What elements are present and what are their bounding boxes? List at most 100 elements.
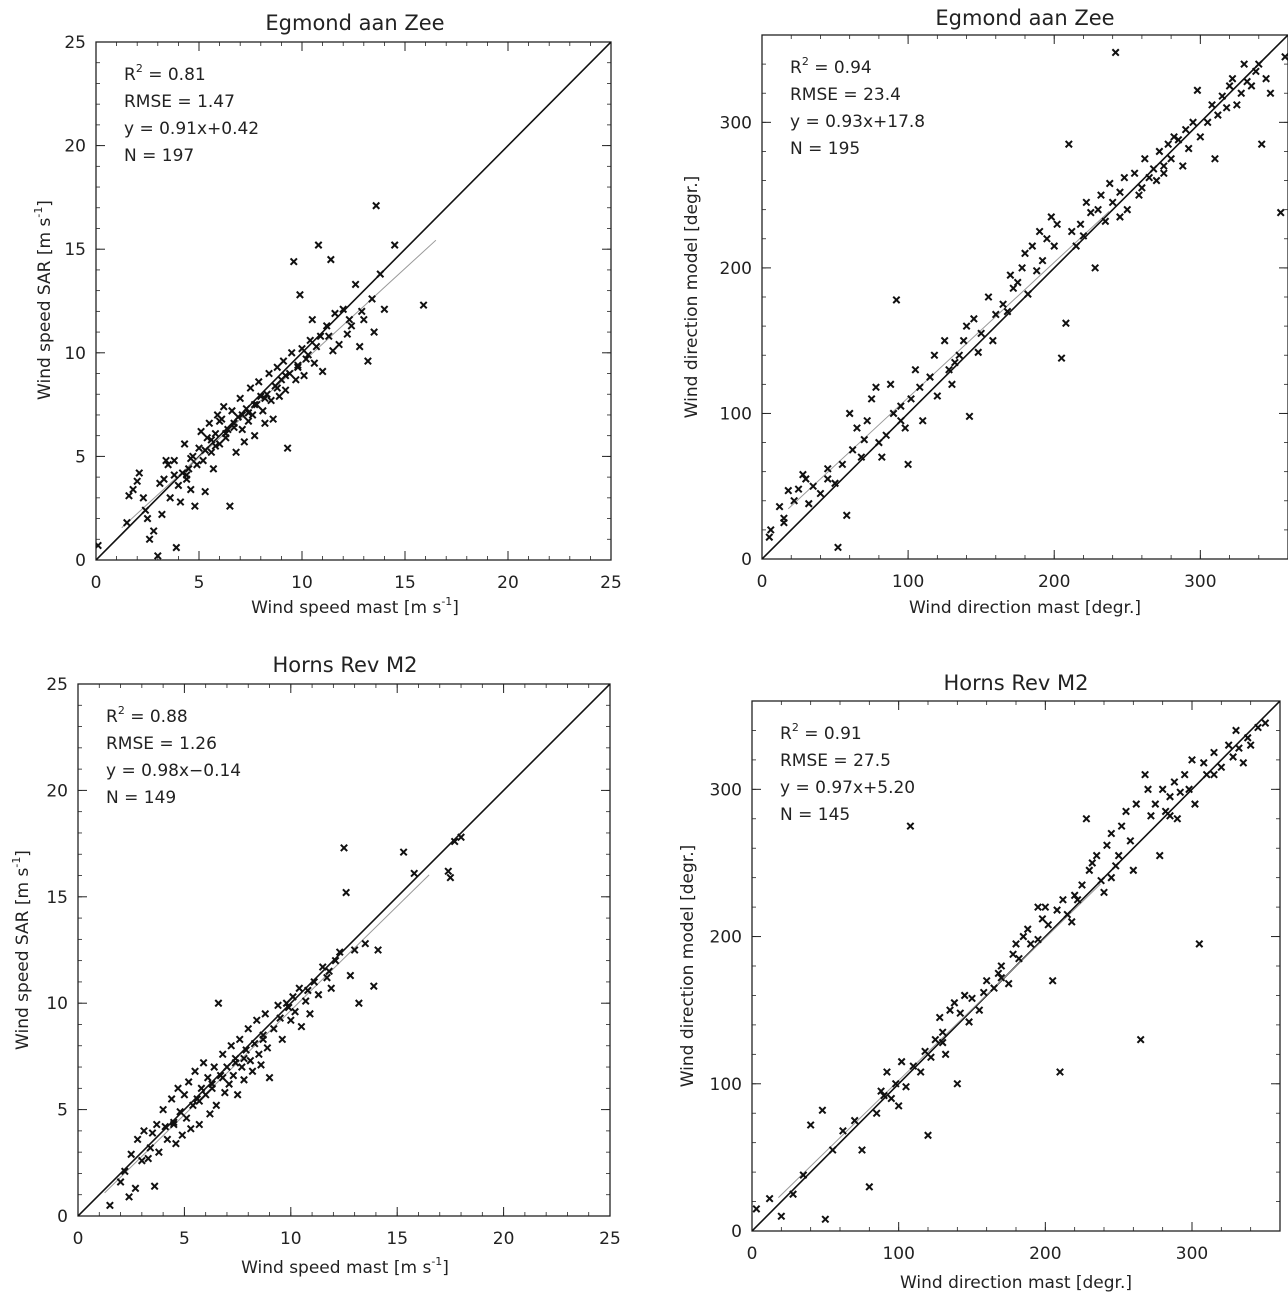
data-point: [263, 1043, 272, 1052]
data-point: [896, 416, 905, 425]
data-point-stroke-b: [312, 342, 321, 351]
x-axis-label-end: ]: [442, 1258, 449, 1278]
data-point-stroke-b: [285, 369, 294, 378]
data-point-stroke-b: [1166, 792, 1174, 801]
data-point: [170, 456, 179, 465]
data-point: [457, 833, 465, 842]
data-point-stroke-b: [982, 976, 991, 985]
data-point-stroke-b: [801, 475, 810, 483]
data-point-stroke-b: [246, 1056, 255, 1065]
data-point-stroke-b: [160, 475, 168, 484]
data-point-stroke-b: [161, 1122, 170, 1131]
data-point-stroke-b: [201, 446, 210, 455]
data-point-stroke-b: [887, 1094, 896, 1103]
data-point: [1203, 118, 1212, 127]
y-tick-label: 200: [720, 259, 752, 279]
data-point: [1059, 895, 1067, 904]
data-point: [184, 464, 193, 473]
data-point-stroke-b: [410, 869, 419, 878]
data-point-stroke-b: [1229, 753, 1237, 761]
data-point: [1224, 741, 1233, 750]
data-point-stroke-b: [902, 1082, 910, 1091]
x-tick-label: 300: [1176, 1244, 1208, 1264]
data-point: [1015, 954, 1023, 963]
data-point-stroke-b: [201, 487, 210, 496]
data-point: [304, 350, 313, 359]
data-point: [1072, 242, 1081, 250]
data-point: [816, 489, 825, 498]
data-point: [240, 1075, 248, 1084]
data-point: [946, 1006, 954, 1015]
data-point: [221, 429, 230, 438]
stat-r2-r: R: [780, 724, 792, 744]
data-point: [1079, 231, 1088, 240]
data-point-stroke-b: [240, 1054, 248, 1063]
data-point: [1100, 888, 1108, 897]
data-point-stroke-b: [1266, 89, 1275, 98]
data-point: [765, 533, 774, 542]
data-point: [1174, 135, 1183, 144]
data-point: [293, 363, 302, 372]
data-point-stroke-b: [328, 346, 337, 355]
data-point-stroke-b: [139, 493, 148, 502]
data-point: [1176, 788, 1185, 797]
data-point: [220, 1088, 229, 1097]
data-point-stroke-b: [1181, 125, 1190, 134]
data-point-stroke-b: [924, 1131, 932, 1140]
data-point: [227, 1041, 236, 1050]
data-point: [211, 442, 220, 450]
data-point: [901, 424, 910, 432]
data-point-stroke-b: [193, 460, 201, 469]
data-point: [331, 956, 340, 965]
data-point: [1018, 263, 1026, 272]
data-point: [801, 475, 810, 483]
data-point: [823, 464, 832, 473]
data-point-stroke-b: [816, 489, 825, 498]
data-point-stroke-b: [172, 543, 181, 552]
data-point-stroke-b: [370, 328, 379, 336]
data-point: [1035, 227, 1044, 236]
data-point: [1196, 132, 1205, 141]
data-point: [263, 390, 271, 399]
data-point-stroke-b: [141, 506, 150, 515]
data-point-stroke-b: [1155, 147, 1164, 156]
data-point: [328, 346, 337, 355]
data-point: [999, 300, 1007, 309]
data-point-stroke-b: [1132, 800, 1141, 808]
data-point: [979, 988, 988, 997]
data-point: [1164, 140, 1173, 149]
data-point-stroke-b: [1123, 205, 1132, 214]
data-point: [199, 1058, 208, 1067]
data-point-stroke-b: [240, 437, 249, 446]
data-point-stroke-b: [1208, 100, 1216, 109]
y-axis-label-main: Wind speed SAR [m s: [35, 218, 55, 400]
data-point-stroke-b: [306, 336, 315, 345]
data-point-stroke-b: [1199, 758, 1208, 767]
data-point-stroke-b: [1281, 52, 1288, 61]
data-point-stroke-b: [1218, 92, 1227, 101]
data-point: [244, 417, 253, 426]
data-point: [331, 309, 339, 318]
data-point: [289, 257, 298, 266]
data-point: [176, 1107, 185, 1116]
data-point: [154, 1148, 163, 1157]
data-point-stroke-b: [230, 423, 238, 432]
data-point: [1151, 800, 1160, 808]
data-point: [1067, 227, 1076, 236]
data-point-stroke-b: [853, 424, 861, 432]
data-point-stroke-b: [291, 1007, 299, 1016]
data-point-stroke-b: [221, 429, 230, 438]
data-point-stroke-b: [1174, 135, 1183, 144]
data-point: [1173, 814, 1182, 823]
data-point: [368, 295, 376, 303]
data-point: [1237, 89, 1246, 98]
data-point: [191, 1067, 199, 1076]
data-point-stroke-b: [223, 1063, 231, 1071]
data-point: [351, 280, 360, 289]
data-point-stroke-b: [857, 453, 866, 462]
data-point-stroke-b: [1067, 227, 1076, 236]
data-point-stroke-b: [212, 1101, 221, 1110]
data-point: [444, 867, 453, 876]
data-point-stroke-b: [301, 997, 310, 1005]
